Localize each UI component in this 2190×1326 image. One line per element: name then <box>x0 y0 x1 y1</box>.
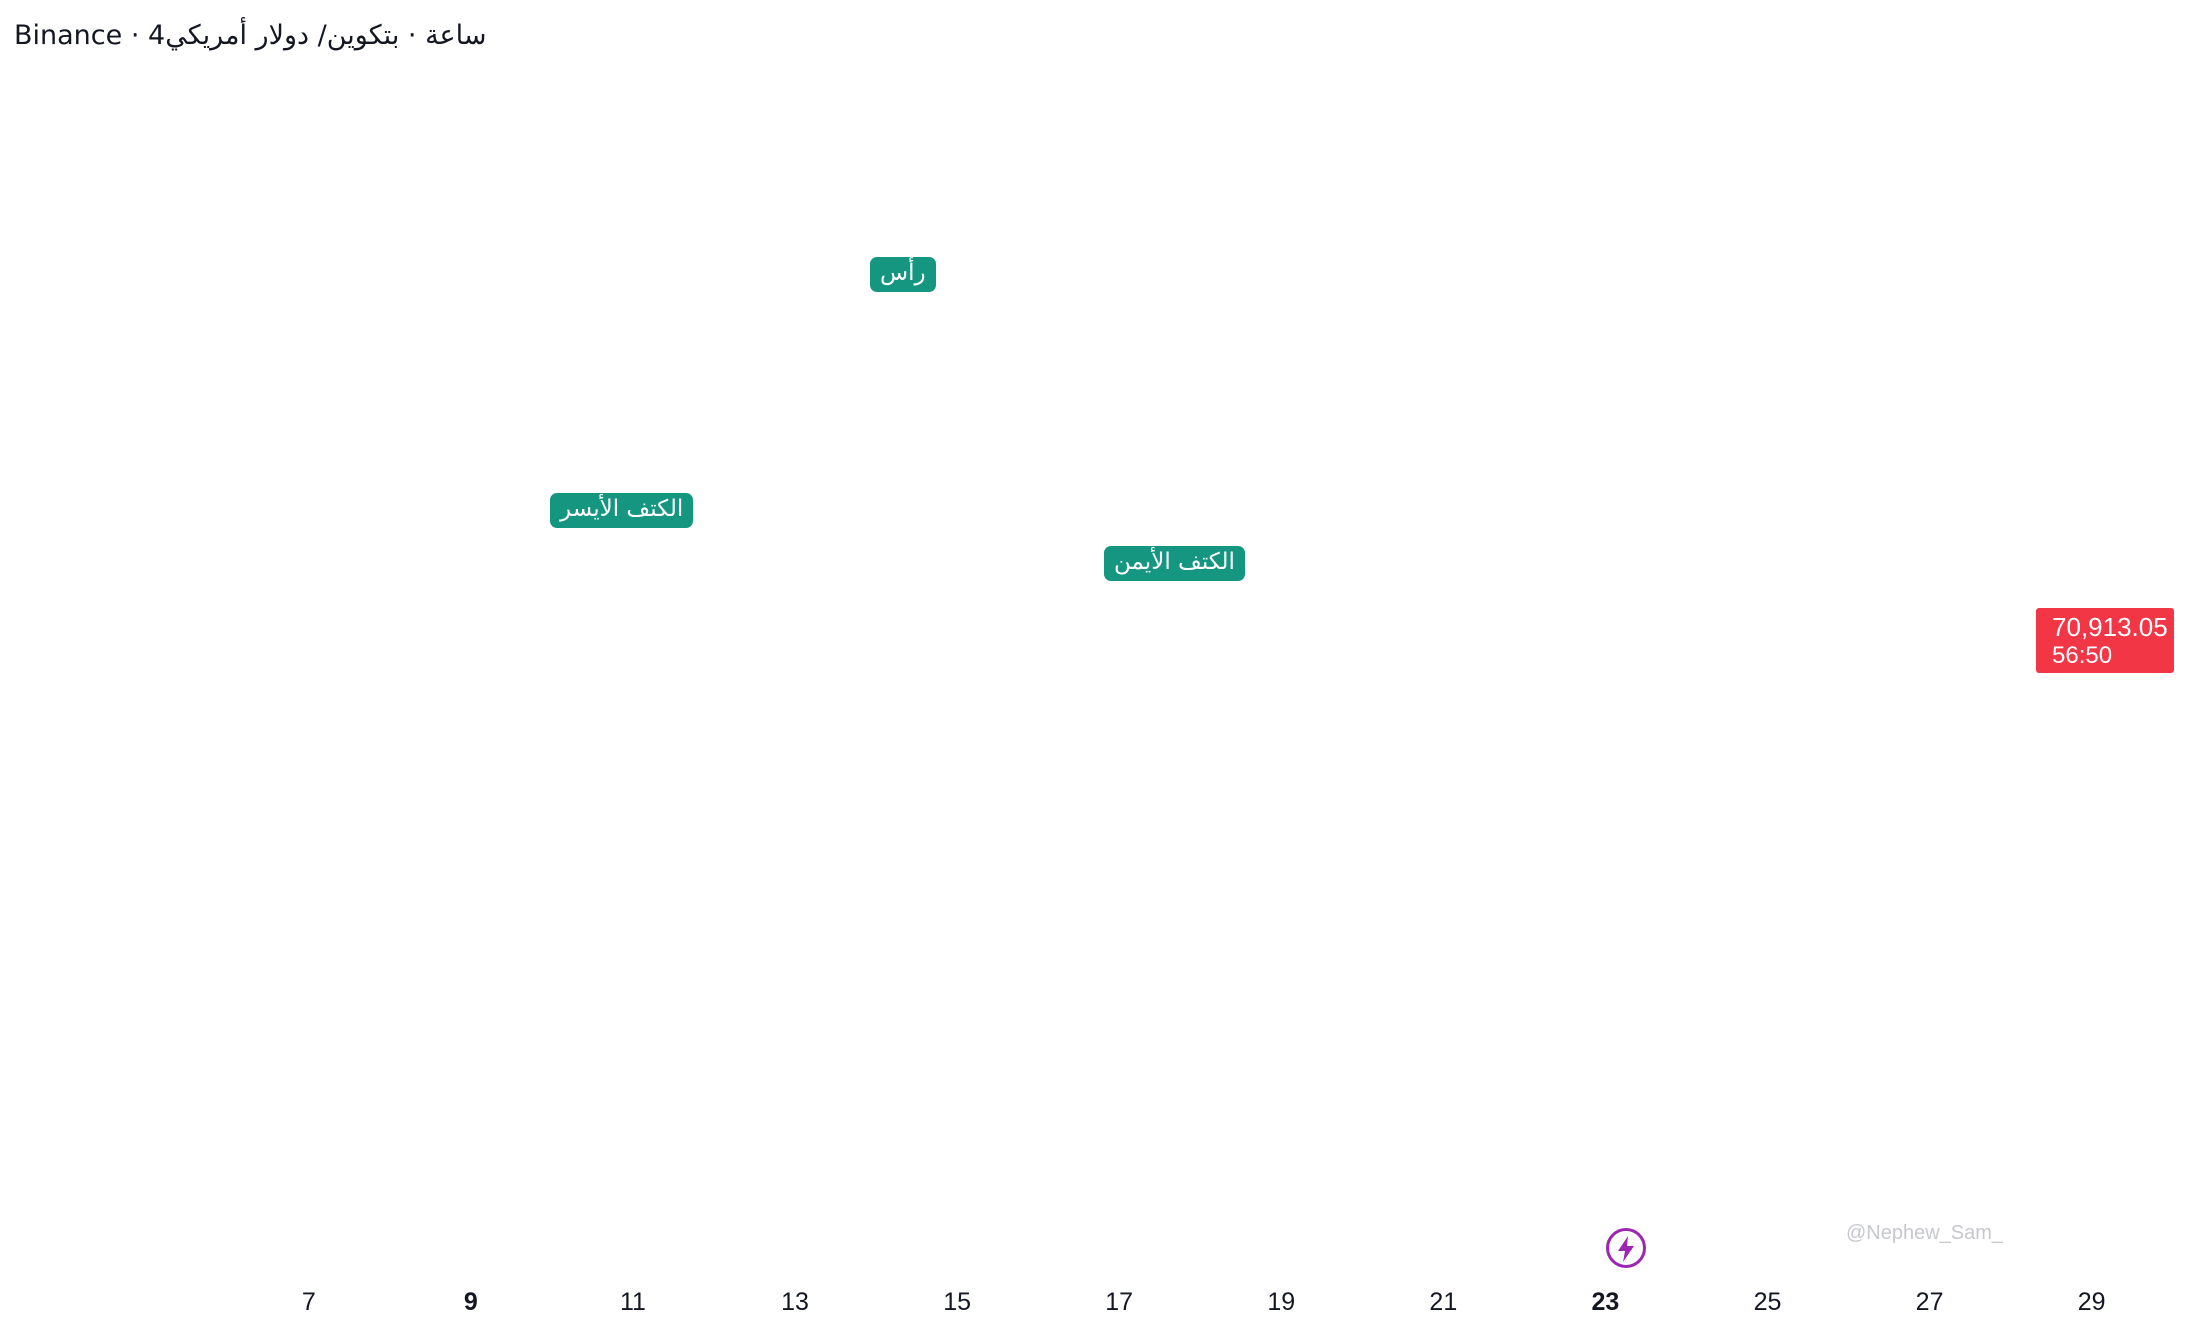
x-tick-label: 9 <box>464 1288 478 1316</box>
lightning-bolt-icon[interactable] <box>1606 1228 1646 1268</box>
x-tick-label: 13 <box>781 1288 809 1316</box>
author-watermark: @Nephew_Sam_ <box>1846 1222 2004 1244</box>
x-tick-label: 19 <box>1267 1288 1295 1316</box>
x-tick-label: 15 <box>943 1288 971 1316</box>
x-tick-label: 21 <box>1429 1288 1457 1316</box>
x-tick-label: 27 <box>1916 1288 1944 1316</box>
current-price-badge: 70,913.05 56:50 <box>2036 608 2174 673</box>
x-axis: 7 9 11 13 15 17 19 21 23 25 27 29 <box>302 1288 2106 1316</box>
x-tick-label: 25 <box>1754 1288 1782 1316</box>
x-tick-label: 17 <box>1105 1288 1133 1316</box>
current-price-value: 70,913.05 <box>2052 612 2168 642</box>
x-tick-label: 11 <box>620 1288 646 1316</box>
x-tick-label: 23 <box>1592 1288 1620 1316</box>
x-tick-label: 7 <box>302 1288 316 1316</box>
pattern-label-left-shoulder: الكتف الأيسر <box>550 493 694 528</box>
pattern-label-head: رأس <box>870 257 936 292</box>
x-tick-label: 29 <box>2078 1288 2106 1316</box>
candle-countdown: 56:50 <box>2052 642 2113 669</box>
pattern-label-right-shoulder: الكتف الأيمن <box>1104 546 1245 581</box>
chart-title: Binance · 4ساعة · بتكوين/ دولار أمريكي <box>14 20 487 51</box>
